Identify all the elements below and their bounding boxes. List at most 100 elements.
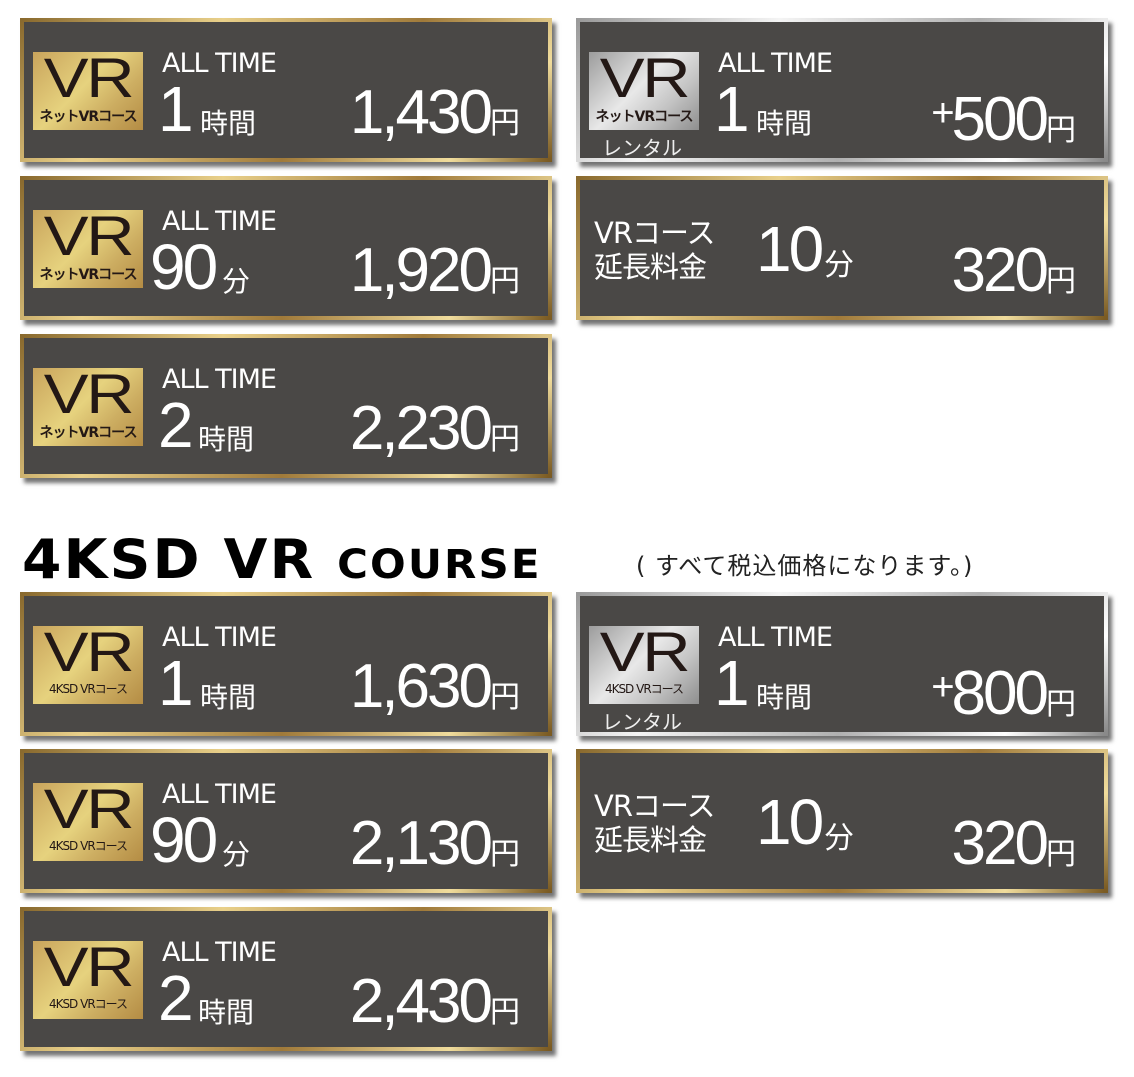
price-card-4k-2h: VR 4KSD VRコース ALL TIME 2 時間 2,430円 — [20, 907, 552, 1051]
ext-line: VRコース — [594, 789, 716, 823]
badge-course: ネットVRコース — [595, 109, 694, 125]
extension-label: VRコース 延長料金 — [594, 216, 716, 284]
duration-unit: 分 — [222, 838, 251, 871]
vr-badge-logo: VR ネットVRコース — [33, 50, 143, 130]
yen-unit: 円 — [1046, 113, 1076, 148]
all-time-label: ALL TIME — [162, 622, 277, 653]
all-time-label: ALL TIME — [162, 48, 277, 79]
yen-unit: 円 — [1046, 837, 1076, 872]
badge-vr: VR — [43, 362, 135, 425]
price-value: 500 — [951, 85, 1049, 154]
duration-number: 10 — [756, 213, 824, 285]
yen-unit: 円 — [490, 995, 520, 1030]
price-value: 2,430 — [349, 967, 493, 1036]
badge-vr: VR — [43, 620, 135, 683]
ext-line: VRコース — [594, 216, 716, 250]
price-card-net-2h: VR ネットVRコース ALL TIME 2 時間 2,230円 — [20, 334, 552, 478]
vr-badge-logo: VR 4KSD VRコース — [33, 624, 143, 704]
ext-line: 延長料金 — [594, 823, 707, 857]
badge-course: 4KSD VRコース — [48, 997, 128, 1011]
yen-unit: 円 — [1046, 687, 1076, 722]
duration-unit: 時間 — [756, 107, 813, 140]
all-time-label: ALL TIME — [718, 622, 833, 653]
all-time-label: ALL TIME — [162, 937, 277, 968]
price: 320円 — [952, 236, 1076, 317]
price-value: 1,920 — [349, 236, 493, 305]
plus-sign: + — [931, 91, 954, 135]
price: 1,430円 — [350, 78, 520, 159]
badge-vr: VR — [599, 620, 691, 683]
rental-label: レンタル — [602, 710, 682, 734]
price-card-4k-rental: VR 4KSD VRコースレンタル ALL TIME 1 時間 +800円 — [576, 592, 1108, 736]
badge-course: ネットVRコース — [39, 267, 138, 283]
heading-small: COURSE — [337, 542, 542, 588]
tax-note: ( すべて税込価格になります。) — [636, 552, 974, 580]
duration-unit: 分 — [824, 248, 854, 283]
duration-number: 1 — [158, 73, 194, 145]
badge-course: 4KSD VRコース — [48, 682, 128, 696]
badge-vr: VR — [43, 935, 135, 998]
extension-label: VRコース 延長料金 — [594, 789, 716, 857]
all-time-label: ALL TIME — [162, 364, 277, 395]
vr-badge-logo: VR ネットVRコース — [33, 366, 143, 446]
badge-course: 4KSD VRコース — [48, 839, 128, 853]
price: +500円 — [931, 78, 1076, 166]
price-value: 1,630 — [349, 652, 493, 721]
vr-badge-logo: VR ネットVRコース — [33, 208, 143, 288]
heading-main: 4KSD VR — [22, 528, 338, 591]
duration-unit: 時間 — [200, 681, 257, 714]
ext-line: 延長料金 — [594, 250, 707, 284]
price-value: 800 — [951, 659, 1049, 728]
duration-number: 1 — [714, 647, 750, 719]
duration-number: 2 — [158, 962, 194, 1034]
yen-unit: 円 — [490, 680, 520, 715]
vr-badge-logo: VR ネットVRコース — [589, 50, 699, 130]
price-card-net-1h: VR ネットVRコース ALL TIME 1 時間 1,430円 — [20, 18, 552, 162]
price-value: 2,130 — [349, 809, 493, 878]
badge-vr: VR — [43, 777, 135, 840]
yen-unit: 円 — [490, 422, 520, 457]
price-card-4k-90m: VR 4KSD VRコース ALL TIME 90 分 2,130円 — [20, 749, 552, 893]
price: 2,230円 — [350, 394, 520, 475]
price-value: 2,230 — [349, 394, 493, 463]
price: +800円 — [931, 652, 1076, 740]
all-time-label: ALL TIME — [718, 48, 833, 79]
price-card-4k-ext: VRコース 延長料金 10 分 320円 — [576, 749, 1108, 893]
duration-unit: 時間 — [756, 681, 813, 714]
vr-badge-logo: VR 4KSD VRコース — [33, 939, 143, 1019]
badge-course: 4KSD VRコース — [604, 682, 684, 696]
price: 320円 — [952, 809, 1076, 890]
duration-number: 2 — [158, 389, 194, 461]
price: 2,430円 — [350, 967, 520, 1048]
price-value: 1,430 — [349, 78, 493, 147]
duration-unit: 時間 — [198, 423, 255, 456]
badge-vr: VR — [599, 46, 691, 109]
badge-course: ネットVRコース — [39, 425, 138, 441]
badge-vr: VR — [43, 204, 135, 267]
badge-course: ネットVRコース — [39, 109, 138, 125]
duration-unit: 分 — [222, 265, 251, 298]
price-value: 320 — [951, 809, 1049, 878]
yen-unit: 円 — [1046, 264, 1076, 299]
price: 2,130円 — [350, 809, 520, 890]
all-time-label: ALL TIME — [162, 779, 277, 810]
badge-vr: VR — [43, 46, 135, 109]
price-card-net-90m: VR ネットVRコース ALL TIME 90 分 1,920円 — [20, 176, 552, 320]
duration-number: 10 — [756, 786, 824, 858]
yen-unit: 円 — [490, 106, 520, 141]
duration-number: 90 — [150, 231, 218, 303]
section-heading-4ksd: 4KSD VR COURSE — [22, 528, 542, 591]
duration-unit: 時間 — [198, 996, 255, 1029]
price-value: 320 — [951, 236, 1049, 305]
price-card-net-ext: VRコース 延長料金 10 分 320円 — [576, 176, 1108, 320]
price-card-net-rental: VR ネットVRコース レンタル ALL TIME 1 時間 +500円 — [576, 18, 1108, 162]
vr-badge-logo: VR 4KSD VRコース — [33, 781, 143, 861]
plus-sign: + — [931, 665, 954, 709]
duration-unit: 時間 — [200, 107, 257, 140]
duration-unit: 分 — [824, 821, 854, 856]
price: 1,920円 — [350, 236, 520, 317]
rental-label: レンタル — [602, 136, 682, 160]
yen-unit: 円 — [490, 264, 520, 299]
price: 1,630円 — [350, 652, 520, 733]
price-card-4k-1h: VR 4KSD VRコース ALL TIME 1 時間 1,630円 — [20, 592, 552, 736]
